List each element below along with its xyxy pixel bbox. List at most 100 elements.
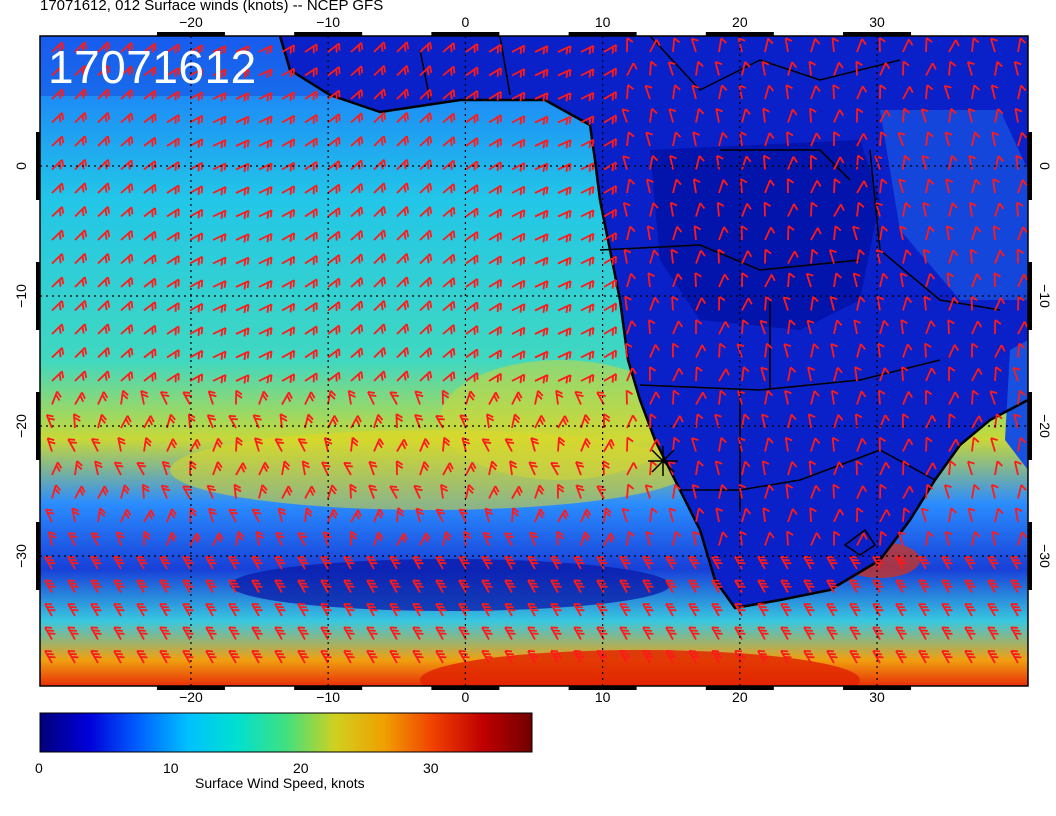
wind-barb bbox=[465, 254, 479, 265]
wind-barb bbox=[786, 178, 795, 194]
wind-barb bbox=[320, 626, 332, 640]
wind-barb bbox=[573, 556, 585, 570]
wind-barb bbox=[902, 507, 911, 523]
lon-tick-bar bbox=[843, 686, 912, 690]
wind-barb bbox=[1010, 556, 1022, 570]
wind-barb bbox=[488, 137, 502, 148]
wind-barb bbox=[626, 483, 635, 499]
wind-barb bbox=[389, 556, 401, 570]
wind-barb bbox=[488, 208, 502, 219]
wind-barb bbox=[389, 391, 399, 405]
wind-barb bbox=[718, 484, 728, 499]
wind-barb bbox=[718, 295, 726, 311]
lat-tick-bar bbox=[1028, 262, 1032, 330]
wind-barb bbox=[419, 253, 433, 265]
wind-barb bbox=[741, 297, 753, 311]
wind-barb bbox=[71, 507, 80, 523]
wind-barb bbox=[688, 650, 700, 664]
wind-barb bbox=[442, 371, 456, 382]
wind-barb bbox=[644, 484, 653, 499]
wind-barb bbox=[51, 390, 62, 405]
wind-barb bbox=[320, 579, 332, 593]
wind-barb bbox=[534, 209, 549, 220]
wind-barb bbox=[944, 531, 953, 546]
wind-barb bbox=[741, 272, 749, 288]
wind-barb bbox=[136, 650, 148, 664]
wind-barb bbox=[603, 507, 612, 523]
wind-barb bbox=[784, 389, 792, 405]
wind-barb bbox=[718, 368, 730, 382]
wind-barb bbox=[787, 508, 798, 523]
wind-barb bbox=[74, 485, 86, 499]
wind-barb bbox=[925, 62, 937, 76]
wind-barb bbox=[833, 156, 845, 170]
wind-barb bbox=[557, 45, 572, 55]
wind-barb bbox=[136, 556, 148, 570]
wind-barb bbox=[757, 626, 769, 640]
wind-barb bbox=[67, 650, 79, 664]
wind-barb bbox=[258, 115, 273, 125]
wind-barb bbox=[925, 462, 937, 476]
wind-barb bbox=[624, 295, 632, 311]
wind-barb bbox=[647, 272, 655, 288]
wind-barb bbox=[856, 390, 867, 405]
wind-barb bbox=[810, 201, 818, 217]
wind-barb bbox=[580, 508, 592, 523]
wind-barb bbox=[991, 131, 1000, 147]
wind-barb bbox=[757, 603, 769, 617]
wind-barb bbox=[74, 346, 88, 359]
wind-barb bbox=[829, 296, 838, 311]
wind-barb bbox=[741, 202, 752, 217]
wind-barb bbox=[350, 89, 364, 100]
wind-barb bbox=[389, 650, 401, 664]
wind-barb bbox=[826, 603, 838, 617]
wind-barb bbox=[258, 484, 268, 499]
wind-barb bbox=[419, 370, 433, 382]
wind-barb bbox=[668, 507, 677, 523]
wind-barb bbox=[252, 414, 262, 429]
wind-barb bbox=[994, 202, 1005, 217]
wind-barb bbox=[97, 300, 111, 312]
wind-barb bbox=[511, 115, 526, 125]
wind-barb bbox=[258, 461, 270, 476]
wind-barb bbox=[810, 296, 819, 311]
wind-barb bbox=[557, 280, 572, 290]
wind-barb bbox=[665, 556, 677, 570]
wind-barb bbox=[787, 203, 799, 217]
wind-barb bbox=[233, 483, 242, 499]
wind-barb bbox=[327, 348, 341, 359]
wind-barb bbox=[626, 131, 635, 147]
wind-barb bbox=[235, 531, 245, 546]
wind-barb bbox=[971, 415, 983, 429]
wind-barb bbox=[715, 507, 724, 523]
wind-barb bbox=[941, 556, 953, 570]
wind-barb bbox=[51, 112, 65, 124]
wind-barb bbox=[573, 650, 585, 664]
wind-barb bbox=[143, 371, 157, 382]
wind-barb bbox=[136, 603, 148, 617]
wind-barb bbox=[711, 650, 723, 664]
wind-barb bbox=[642, 579, 654, 593]
wind-barb bbox=[852, 225, 860, 241]
chart-title: 17071612, 012 Surface winds (knots) -- N… bbox=[40, 0, 384, 14]
wind-barb bbox=[964, 603, 976, 617]
colorbar-title: Surface Wind Speed, knots bbox=[195, 775, 365, 791]
wind-barb bbox=[922, 201, 930, 217]
wind-barb bbox=[741, 108, 751, 123]
wind-barb bbox=[573, 579, 585, 593]
wind-barb bbox=[806, 319, 815, 335]
wind-barb bbox=[143, 136, 157, 147]
wind-barb bbox=[833, 366, 843, 382]
wind-barb bbox=[856, 133, 868, 147]
wind-barb bbox=[304, 184, 318, 195]
wind-barb bbox=[212, 186, 227, 196]
wind-barb bbox=[948, 413, 956, 429]
wind-barb bbox=[1017, 37, 1027, 53]
wind-barb bbox=[511, 326, 526, 337]
lat-tick-label: 0 bbox=[13, 162, 29, 170]
wind-barb bbox=[921, 155, 930, 170]
wind-barb bbox=[787, 366, 797, 382]
wind-barb bbox=[419, 182, 433, 194]
wind-barb bbox=[442, 347, 456, 359]
wind-barb bbox=[741, 366, 750, 382]
